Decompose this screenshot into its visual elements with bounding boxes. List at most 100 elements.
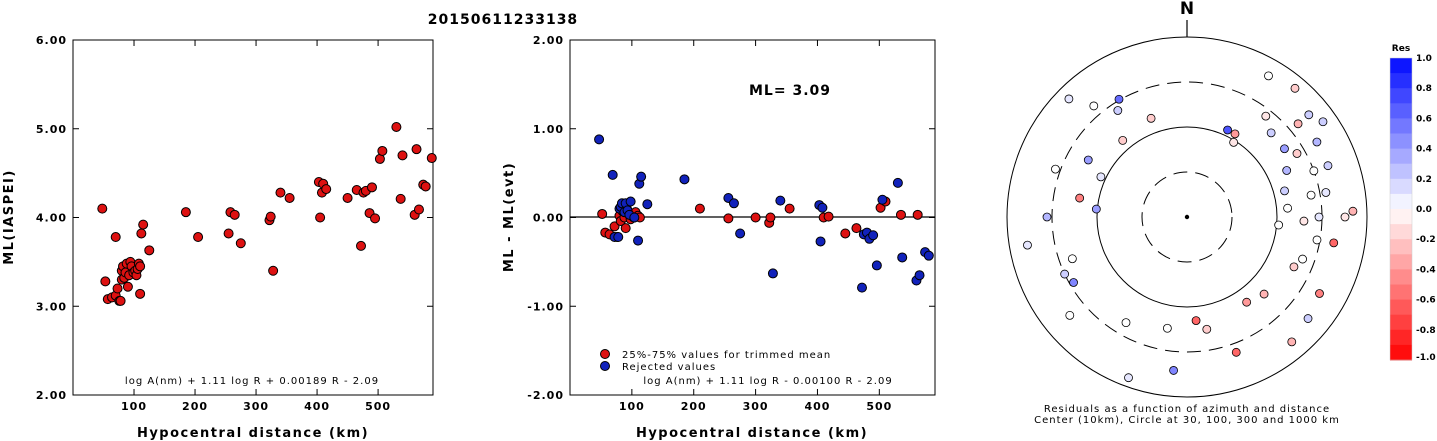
colorbar-cell xyxy=(1390,239,1412,255)
colorbar-cell xyxy=(1390,254,1412,270)
station-point xyxy=(1329,238,1339,248)
colorbar-cell xyxy=(1390,73,1412,89)
colorbar-cell xyxy=(1390,269,1412,285)
station-point xyxy=(1261,111,1271,121)
colorbar-frame xyxy=(1389,57,1413,361)
colorbar-tick-label: 0.0 xyxy=(1416,205,1432,215)
station-point xyxy=(1309,166,1319,176)
x-axis-label: Hypocentral distance (km) xyxy=(636,426,868,441)
north-label: N xyxy=(1180,0,1194,19)
colorbar-tick-label: 0.4 xyxy=(1416,145,1432,155)
residual-colorbar: Res 1.0 0.8 0.6 0.4 0.2 0.0 -0.2 -0.4 -0.6 -0.8 -1… xyxy=(1389,44,1436,363)
y-tick-label: 6.00 xyxy=(36,34,67,47)
colorbar-title: Res xyxy=(1392,44,1410,54)
data-point xyxy=(397,150,408,161)
station-point xyxy=(1312,235,1322,245)
station-point xyxy=(1312,137,1322,147)
data-point xyxy=(784,203,795,214)
residual-vs-distance-panel: -2.00 -1.00 0.00 1.00 2.00 100 200 300 400 500 M… xyxy=(502,34,936,441)
data-point xyxy=(377,145,388,156)
x-axis-label: Hypocentral distance (km) xyxy=(137,426,369,441)
colorbar-cell xyxy=(1390,284,1412,301)
colorbar-cell xyxy=(1390,329,1412,346)
data-point xyxy=(728,198,739,209)
data-point xyxy=(144,245,155,256)
colorbar-cell xyxy=(1390,178,1412,195)
data-point xyxy=(265,211,276,222)
x-tick-label: 300 xyxy=(243,400,269,413)
legend-marker-rejected xyxy=(600,361,610,371)
ml-annotation: ML= 3.09 xyxy=(749,83,831,99)
y-tick-label: 3.00 xyxy=(36,300,67,313)
x-tick-label: 300 xyxy=(743,400,769,413)
x-tick-label: 100 xyxy=(619,400,645,413)
data-point xyxy=(366,182,377,193)
data-point xyxy=(426,153,437,164)
x-tick-label: 500 xyxy=(866,400,892,413)
data-point xyxy=(223,228,234,239)
data-point xyxy=(391,121,402,132)
colorbar-tick-label: 0.8 xyxy=(1416,84,1432,94)
station-point xyxy=(1089,101,1099,111)
data-point xyxy=(112,283,123,294)
data-point xyxy=(912,209,923,220)
station-point xyxy=(1121,318,1131,328)
station-point xyxy=(1146,113,1156,123)
station-point xyxy=(1083,155,1093,165)
legend-label-trimmed: 25%-75% values for trimmed mean xyxy=(622,350,831,361)
azimuth-residual-panel: N Residuals as a function of azimuth and… xyxy=(1006,0,1368,426)
colorbar-tick-label: -0.4 xyxy=(1416,265,1436,275)
data-point xyxy=(775,195,786,206)
colorbar-cell xyxy=(1390,58,1412,74)
data-point xyxy=(613,232,624,243)
data-point xyxy=(823,211,834,222)
data-point xyxy=(135,288,146,299)
colorbar-tick-label: -0.6 xyxy=(1416,296,1436,306)
data-point xyxy=(413,204,424,215)
station-point xyxy=(1280,144,1289,154)
data-point xyxy=(868,230,879,241)
data-point xyxy=(892,177,903,188)
station-point xyxy=(1202,324,1212,334)
station-point xyxy=(1274,220,1284,230)
station-point xyxy=(1051,164,1060,174)
station-point xyxy=(1306,190,1316,200)
data-point xyxy=(750,212,761,223)
station-point xyxy=(1318,117,1328,127)
station-point xyxy=(1289,262,1299,272)
data-point xyxy=(356,240,366,251)
colorbar-tick-label: 0.6 xyxy=(1416,114,1432,124)
data-point xyxy=(110,232,121,243)
colorbar-cell xyxy=(1390,299,1412,316)
station-point xyxy=(1283,203,1293,213)
station-point xyxy=(1113,106,1123,115)
station-point xyxy=(1242,297,1252,307)
station-point xyxy=(1118,135,1128,145)
data-point xyxy=(767,268,778,279)
station-point xyxy=(1323,161,1333,171)
data-point xyxy=(723,213,734,224)
station-point xyxy=(1303,314,1313,323)
station-point xyxy=(1259,289,1269,299)
station-point xyxy=(1191,316,1201,326)
station-point xyxy=(1096,172,1106,182)
station-point xyxy=(1230,129,1240,139)
station-point xyxy=(1292,149,1302,158)
data-point xyxy=(342,192,353,203)
data-point xyxy=(395,193,406,204)
station-point xyxy=(1321,188,1331,197)
circle-30km xyxy=(1141,171,1233,263)
y-tick-label: 2.00 xyxy=(533,34,564,47)
y-tick-label: 4.00 xyxy=(36,212,67,225)
caption-line1: Residuals as a function of azimuth and d… xyxy=(1044,404,1330,415)
data-point xyxy=(411,144,422,155)
station-point xyxy=(1304,110,1314,120)
data-point xyxy=(840,228,851,239)
center-point xyxy=(1184,214,1190,220)
station-point xyxy=(1042,212,1052,222)
colorbar-cell xyxy=(1390,224,1412,240)
figure-title: 20150611233138 xyxy=(428,12,578,28)
x-tick-label: 400 xyxy=(304,400,330,413)
data-point xyxy=(420,181,431,192)
station-point xyxy=(1298,254,1307,264)
